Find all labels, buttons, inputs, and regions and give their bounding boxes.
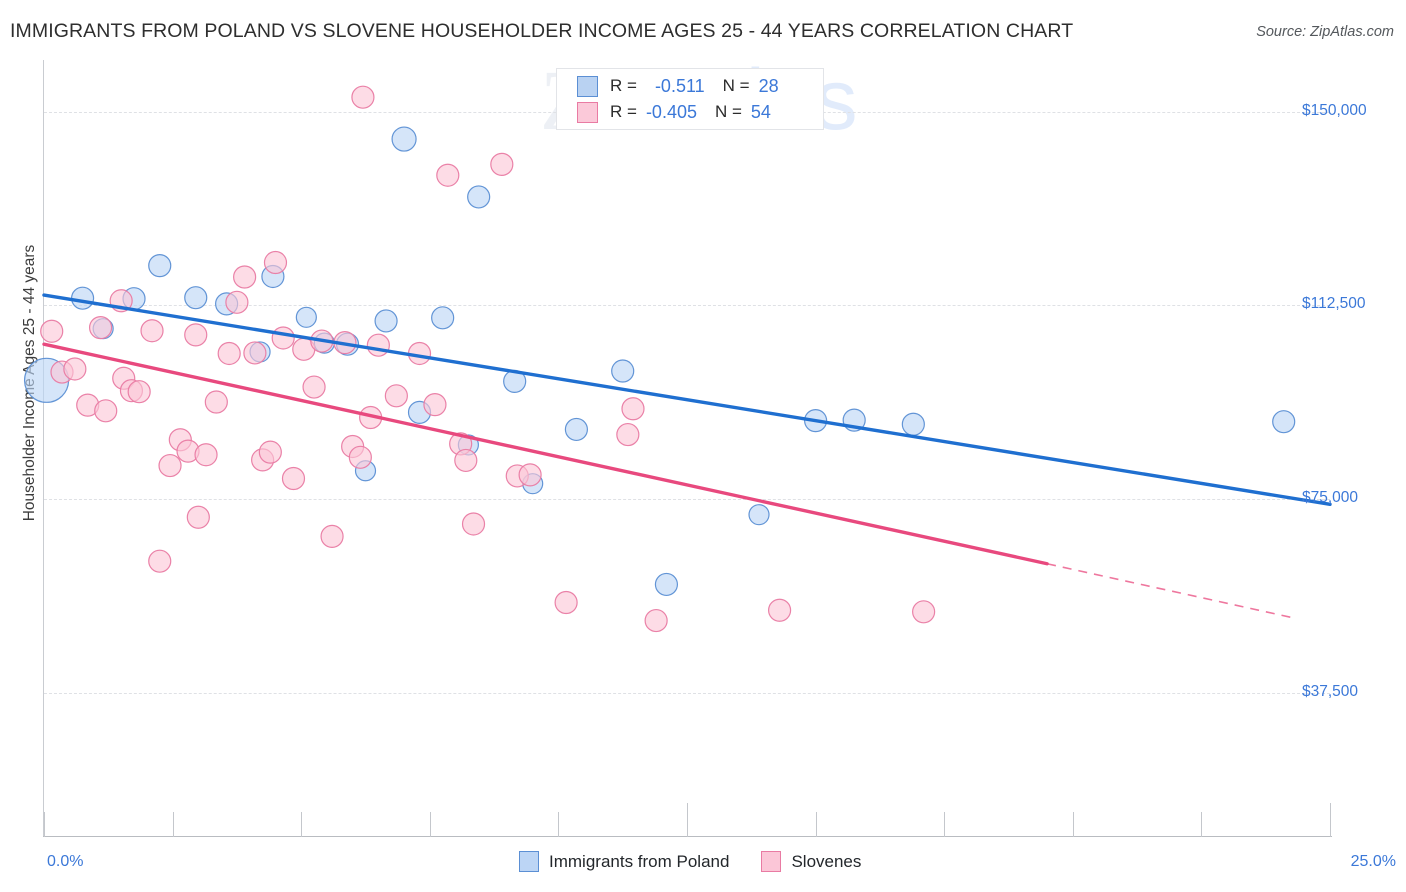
gridline	[44, 305, 1330, 307]
plot-area: ZIPatlas	[44, 52, 1330, 835]
y-axis-tick-label: $150,000	[1302, 101, 1367, 119]
x-axis-tick	[429, 812, 431, 837]
legend-color-poland	[519, 851, 539, 872]
source-attribution: Source: ZipAtlas.com	[1256, 24, 1394, 40]
n-label-poland: N =	[722, 76, 750, 95]
legend-swatch-poland	[577, 75, 598, 97]
r-value-poland: -0.511	[654, 75, 705, 96]
n-label-slovenes: N =	[714, 102, 742, 121]
n-value-slovenes: 54	[750, 101, 771, 122]
x-axis-tick	[44, 812, 45, 837]
x-axis-tick	[687, 803, 688, 837]
x-axis-tick	[558, 812, 560, 837]
x-axis-tick	[944, 812, 946, 837]
x-axis-tick	[172, 812, 174, 837]
x-axis-tick	[1201, 812, 1203, 837]
x-axis-min-label: 0.0%	[47, 853, 84, 870]
gridline	[44, 692, 1330, 694]
legend-label-slovenes: Slovenes	[791, 851, 862, 871]
legend-item-slovenes[interactable]: Slovenes	[761, 851, 861, 872]
x-axis-tick	[815, 812, 817, 837]
x-axis-tick	[1330, 803, 1331, 837]
r-label-poland: R =	[610, 76, 637, 95]
r-label-slovenes: R =	[610, 102, 637, 121]
y-axis-title: Householder Income Ages 25 - 44 years	[21, 244, 38, 522]
n-value-poland: 28	[758, 75, 779, 96]
y-axis-tick-label: $75,000	[1302, 489, 1359, 507]
legend-item-poland[interactable]: Immigrants from Poland	[519, 851, 729, 872]
x-axis-max-label: 25.0%	[1350, 853, 1396, 870]
legend-label-poland: Immigrants from Poland	[549, 851, 730, 871]
correlation-row-slovenes: R = -0.405 N = 54	[577, 99, 771, 125]
legend-color-slovenes	[761, 851, 782, 872]
y-axis-tick-label: $112,500	[1302, 295, 1366, 313]
legend-swatch-slovenes	[577, 101, 598, 123]
x-axis-tick	[1072, 812, 1074, 837]
r-value-slovenes: -0.405	[645, 101, 697, 122]
correlation-row-poland: R = -0.511 N = 28	[577, 73, 779, 99]
page-title: IMMIGRANTS FROM POLAND VS SLOVENE HOUSEH…	[10, 20, 1074, 42]
correlation-legend: R = -0.511 N = 28 R = -0.405 N = 54	[556, 68, 824, 130]
y-axis-tick-label: $37,500	[1302, 682, 1359, 700]
series-legend: Immigrants from Poland Slovenes	[519, 851, 883, 872]
x-axis-tick	[301, 812, 303, 837]
gridline	[44, 499, 1330, 501]
